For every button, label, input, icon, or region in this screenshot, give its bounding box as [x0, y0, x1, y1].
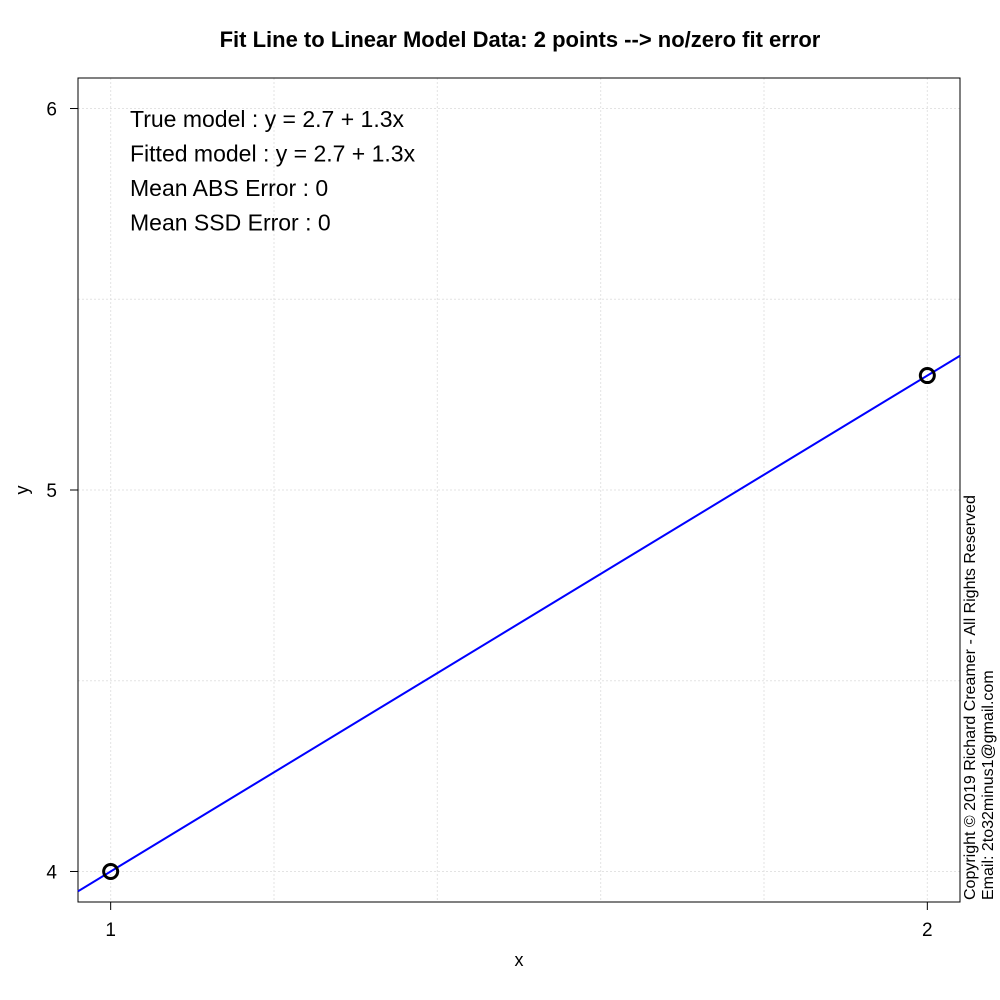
- grid: [78, 78, 960, 902]
- x-tick-label-0: 1: [105, 920, 116, 941]
- x-tick-label-1: 2: [922, 920, 933, 941]
- data-point-1: [918, 367, 936, 385]
- annotation-line-3: Mean SSD Error : 0: [130, 210, 331, 236]
- annotation-line-1: Fitted model : y = 2.7 + 1.3x: [130, 141, 416, 167]
- y-tick-label-1: 5: [46, 481, 57, 502]
- y-axis-label: y: [12, 486, 32, 495]
- chart-title: Fit Line to Linear Model Data: 2 points …: [220, 27, 821, 52]
- x-axis-label: x: [515, 950, 524, 970]
- annotations: True model : y = 2.7 + 1.3x Fitted model …: [130, 106, 416, 236]
- axis-ticks: 1 2 4 5 6: [46, 100, 932, 941]
- data-point-0: [102, 862, 120, 880]
- annotation-line-2: Mean ABS Error : 0: [130, 175, 328, 201]
- annotation-line-0: True model : y = 2.7 + 1.3x: [130, 106, 405, 132]
- copyright-notice: Copyright © 2019 Richard Creamer - All R…: [962, 495, 997, 900]
- fit-line: [77, 354, 961, 893]
- y-tick-label-0: 4: [46, 862, 57, 883]
- copyright-line-0: Copyright © 2019 Richard Creamer - All R…: [962, 495, 979, 900]
- series: [77, 354, 961, 893]
- copyright-line-1: Email: 2to32minus1@gmail.com: [980, 670, 997, 900]
- y-tick-label-2: 6: [46, 100, 57, 121]
